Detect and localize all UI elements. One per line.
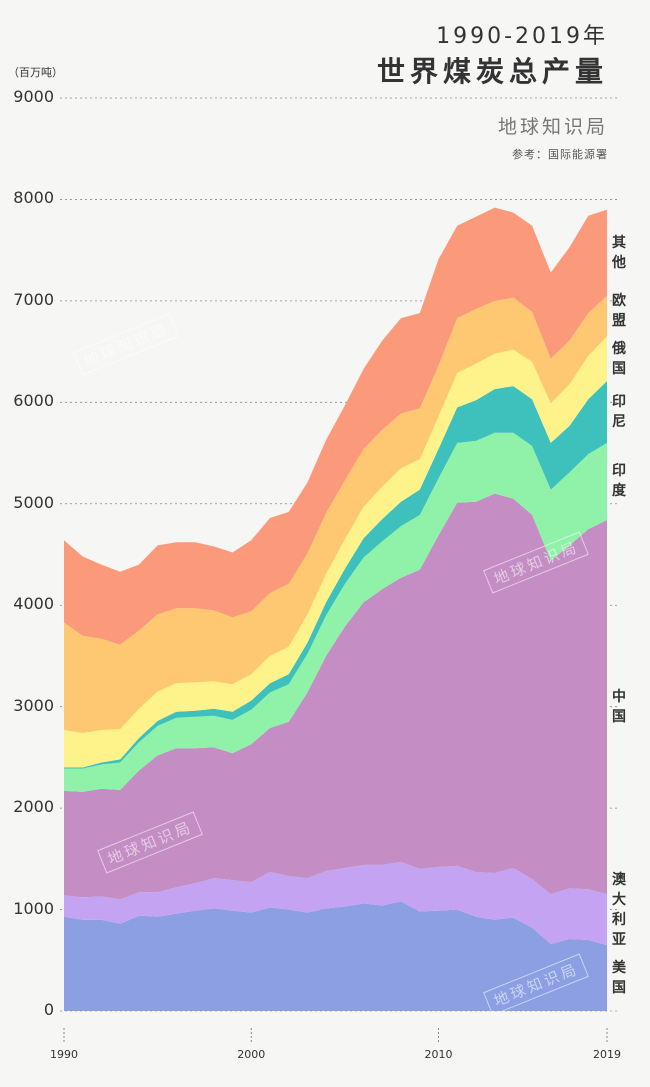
series-label: 欧盟 [612,292,626,329]
chart-title: 世界煤炭总产量 [376,55,608,88]
series-label: 美国 [612,960,626,997]
area-series-7 [64,207,607,645]
y-tick-label: 0 [43,1000,54,1019]
x-tick-label: 2019 [593,1048,621,1061]
area-series-2 [64,493,607,900]
series-label: 俄国 [612,340,626,377]
brand-label: 地球知识局 [497,116,608,138]
y-tick-label: 1000 [13,898,54,918]
y-tick-label: 5000 [13,492,54,512]
x-tick-label: 2010 [424,1048,453,1061]
y-unit-label: （百万吨） [8,66,63,79]
series-label: 印度 [612,463,626,500]
area-series-6 [64,295,607,733]
y-tick-label: 2000 [13,797,54,817]
y-tick-label: 8000 [13,188,54,208]
series-label: 其他 [612,234,626,271]
x-tick-label: 2000 [237,1048,266,1061]
series-label: 中国 [612,689,626,726]
title-year-range: 1990-2019年 [436,24,608,49]
series-label: 澳大利亚 [612,872,626,949]
area-series-1 [64,861,607,946]
x-tick-label: 1990 [50,1048,78,1061]
area-series-3 [64,432,607,792]
area-series-0 [64,901,607,1011]
y-tick-label: 6000 [13,391,54,411]
series-label: 印尼 [612,393,626,430]
y-tick-label: 9000 [13,87,54,106]
y-tick-label: 7000 [13,289,54,309]
source-note: 参考：国际能源署 [512,148,608,161]
y-tick-label: 3000 [13,695,54,715]
y-tick-label: 4000 [13,594,54,614]
